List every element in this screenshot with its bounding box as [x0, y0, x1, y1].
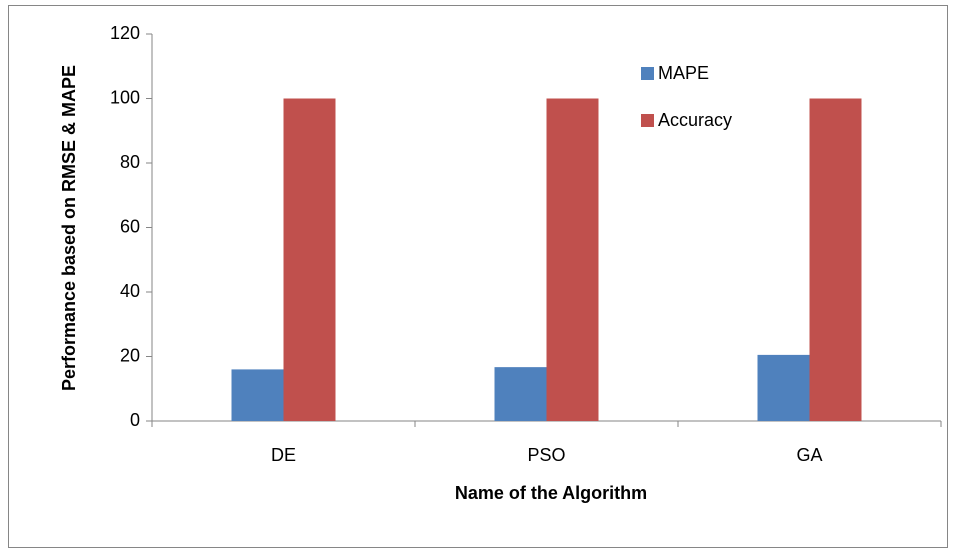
y-tick-label: 20	[120, 345, 140, 365]
x-tick-label: DE	[271, 445, 296, 465]
bar	[231, 369, 284, 421]
legend-label: Accuracy	[658, 110, 732, 130]
x-tick-label: PSO	[527, 445, 565, 465]
legend-label: MAPE	[658, 63, 709, 83]
x-tick-label: GA	[796, 445, 822, 465]
x-axis-label: Name of the Algorithm	[455, 483, 647, 503]
y-tick-label: 0	[130, 410, 140, 430]
legend-swatch	[641, 114, 654, 127]
bar	[757, 354, 810, 421]
y-tick-label: 80	[120, 152, 140, 172]
y-tick-label: 120	[110, 23, 140, 43]
bar	[283, 98, 336, 421]
bar	[809, 98, 862, 421]
y-tick-label: 60	[120, 216, 140, 236]
y-tick-label: 40	[120, 281, 140, 301]
chart-border	[8, 5, 948, 548]
y-axis-label: Performance based on RMSE & MAPE	[59, 65, 79, 391]
legend-swatch	[641, 67, 654, 80]
y-tick-label: 100	[110, 87, 140, 107]
bar	[494, 367, 547, 421]
bar	[546, 98, 599, 421]
